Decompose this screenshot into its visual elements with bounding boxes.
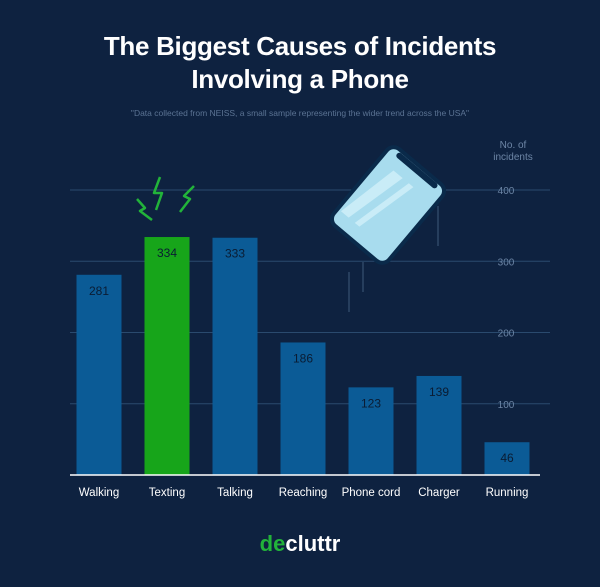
bar-walking	[76, 274, 122, 475]
title-line-1: The Biggest Causes of Incidents	[103, 31, 497, 61]
bars: 281 334 333 186 123 139 46	[76, 237, 530, 475]
bar-texting	[144, 237, 190, 475]
bar-value-label: 123	[361, 396, 381, 410]
logo-prefix: de	[259, 531, 286, 556]
bar-value-label: 139	[429, 385, 449, 399]
y-tick-label: 200	[498, 329, 515, 340]
x-tick-label: Charger	[418, 487, 460, 499]
logo-suffix: cluttr	[285, 531, 341, 556]
chart-subtitle: "Data collected from NEISS, a small samp…	[130, 108, 470, 118]
y-axis-title-line-1: No. of	[500, 140, 527, 151]
bar-phone-cord	[348, 387, 394, 475]
x-axis-labels: Walking Texting Talking Reaching Phone cord C…	[79, 487, 529, 499]
bar-reaching	[280, 342, 326, 475]
chart-title: The Biggest Causes of Incidents Involvin…	[0, 30, 600, 96]
x-tick-label: Texting	[149, 487, 185, 499]
bar-running	[484, 442, 530, 475]
bar-talking	[212, 237, 258, 475]
x-tick-label: Phone cord	[342, 487, 401, 499]
bar-value-label: 281	[89, 284, 109, 298]
decluttr-logo: decluttr	[0, 531, 600, 557]
x-tick-label: Reaching	[279, 487, 328, 499]
x-tick-label: Running	[486, 487, 529, 499]
y-tick-label: 100	[498, 400, 515, 411]
lightning-icon	[136, 176, 195, 221]
title-line-2: Involving a Phone	[191, 64, 409, 94]
y-axis-title-line-2: incidents	[493, 152, 532, 163]
bar-charger	[416, 375, 462, 475]
y-tick-label: 300	[498, 257, 515, 268]
y-tick-label: 400	[498, 186, 515, 197]
phone-icon	[329, 145, 447, 312]
bar-value-label: 334	[157, 246, 177, 260]
x-tick-label: Walking	[79, 487, 119, 499]
x-tick-label: Talking	[217, 487, 253, 499]
y-axis-title: No. of incidents	[493, 140, 532, 163]
bar-value-label: 186	[293, 351, 313, 365]
bar-value-label: 333	[225, 247, 245, 261]
bar-value-label: 46	[500, 451, 514, 465]
